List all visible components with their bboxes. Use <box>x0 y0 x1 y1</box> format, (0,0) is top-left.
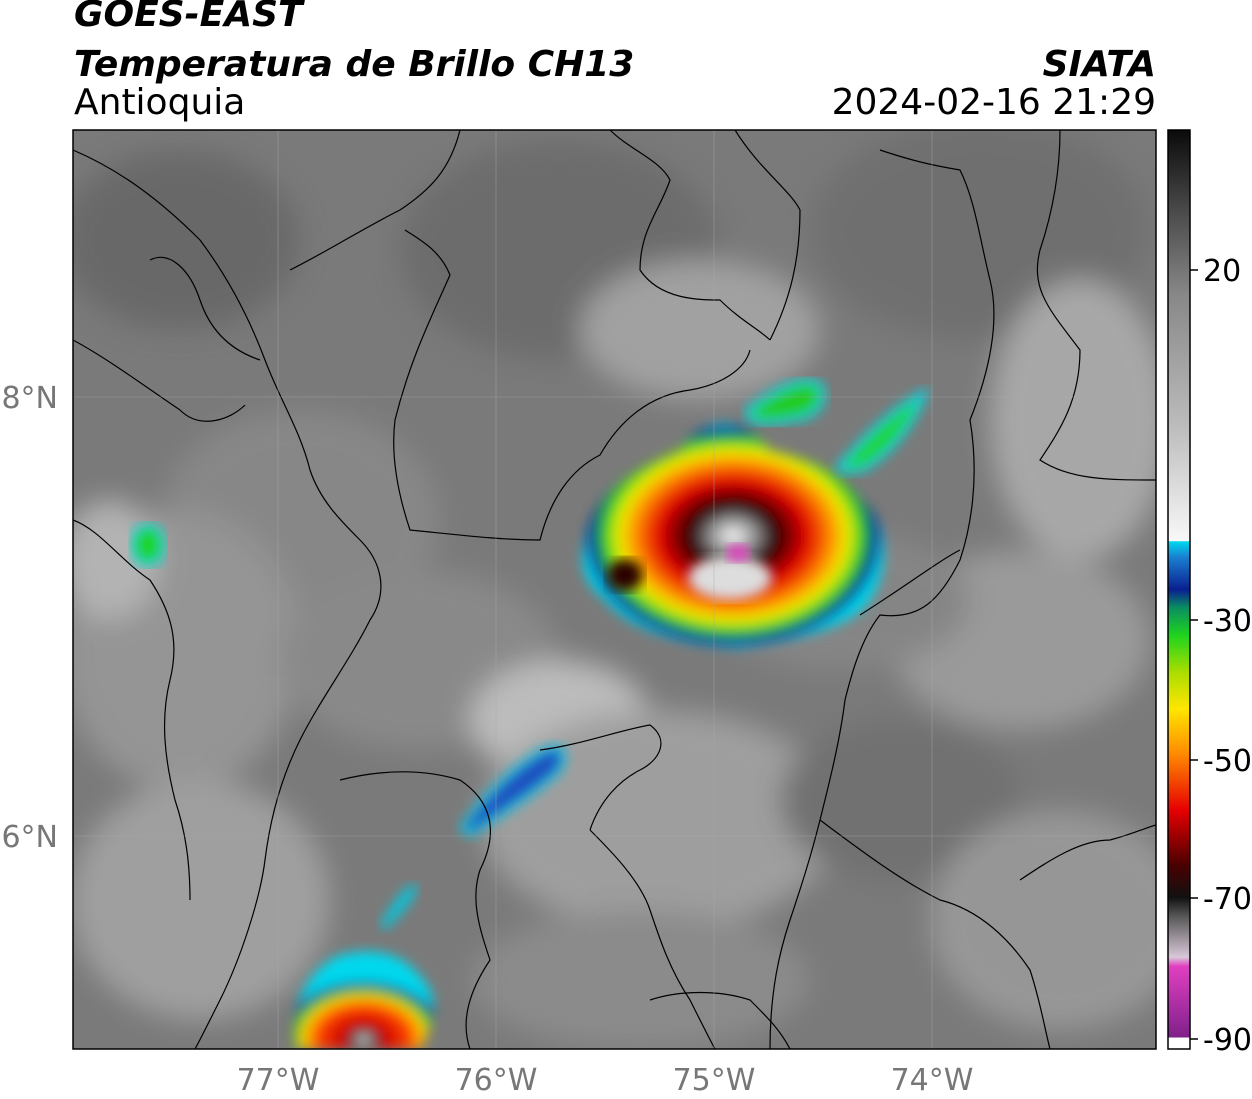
datetime-label: 2024-02-16 21:29 <box>831 82 1156 123</box>
colorbar-tick-label: -50 <box>1203 744 1252 779</box>
map-frame <box>72 129 1157 1050</box>
lat-tick-label: 6°N <box>1 820 58 855</box>
convective-cell-central <box>582 378 930 648</box>
colorbar-tick-label: -30 <box>1203 604 1252 639</box>
satellite-title: GOES-EAST <box>74 0 303 35</box>
convective-cell-south <box>294 951 434 1049</box>
colorbar-tick-label: -90 <box>1203 1023 1252 1058</box>
latitude-axis: 8°N 6°N <box>1 381 58 855</box>
convective-cell-west <box>130 523 166 567</box>
lon-tick-label: 76°W <box>455 1063 538 1098</box>
convective-band-fragment <box>380 884 418 930</box>
longitude-axis: 77°W 76°W 75°W 74°W <box>237 1063 974 1098</box>
region-label: Antioquia <box>74 82 246 123</box>
colorbar-tick-label: -70 <box>1203 882 1252 917</box>
product-title: Temperatura de Brillo CH13 <box>74 44 635 85</box>
lon-tick-label: 74°W <box>891 1063 974 1098</box>
lat-tick-label: 8°N <box>1 381 58 416</box>
colorbar-tick-label: 20 <box>1203 254 1241 289</box>
brightness-temperature-field <box>73 130 1156 1049</box>
lon-tick-label: 75°W <box>673 1063 756 1098</box>
colorbar: 20 -30 -50 -70 -90 <box>1167 129 1252 1058</box>
colorbar-ramp <box>1168 130 1190 1049</box>
agency-label: SIATA <box>1042 44 1156 85</box>
country-and-department-borders <box>73 130 1156 1049</box>
graticule <box>73 130 1156 1049</box>
lon-tick-label: 77°W <box>237 1063 320 1098</box>
